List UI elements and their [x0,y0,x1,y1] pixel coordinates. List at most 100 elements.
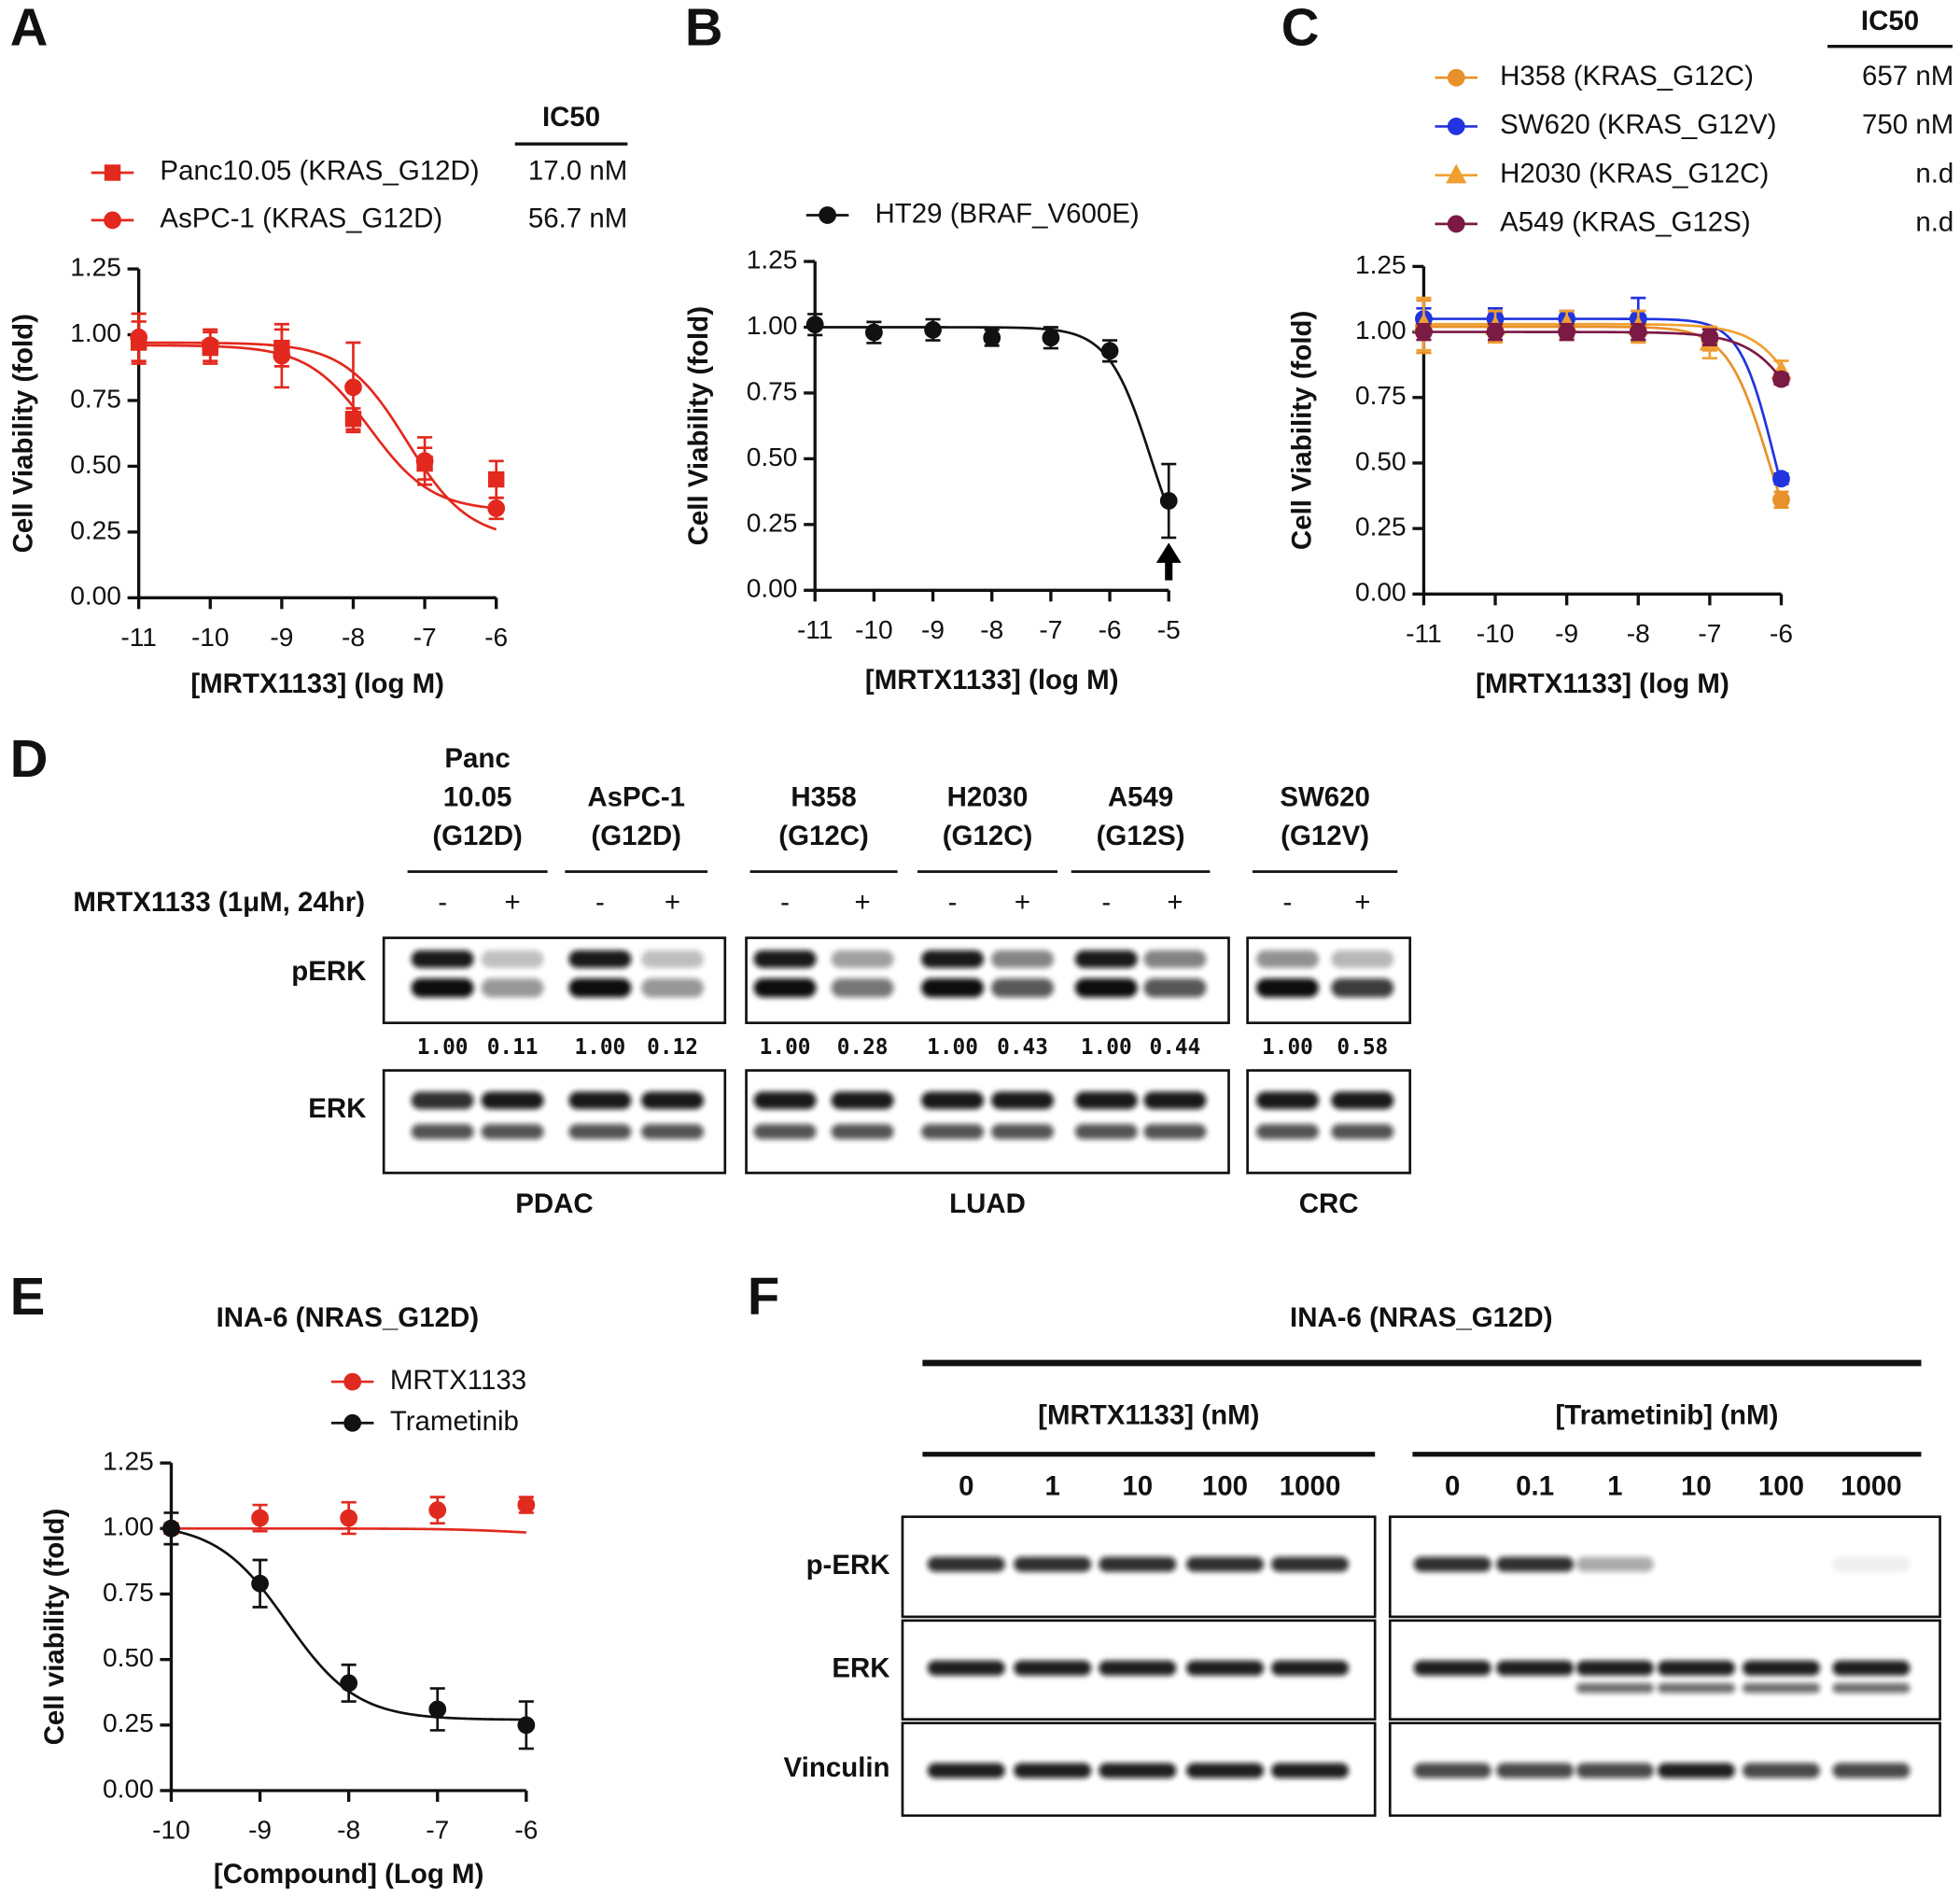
y-tick-label: 0.75 [1355,381,1407,410]
panel-label: B [685,0,723,56]
y-tick-label: 1.00 [70,318,121,347]
blot-band [991,950,1055,968]
y-tick-label: 1.25 [747,245,798,274]
x-tick-label: -11 [1406,619,1442,648]
blot-frame [1388,1721,1941,1818]
blot-band [1657,1682,1735,1693]
blot-frame [382,1069,727,1174]
group-label: Panc [444,743,510,774]
blot-band [641,1124,705,1140]
dose-label: 0 [959,1471,973,1502]
fit-curve [1423,322,1783,369]
blot-band [1575,1556,1654,1572]
blot-band [481,1124,544,1140]
blot-band [568,950,632,968]
group-label: [MRTX1133] (nM) [1038,1399,1259,1430]
blot-band [1496,1763,1575,1778]
quantification: 1.00 [1081,1035,1132,1060]
x-tick-label: -5 [1157,615,1181,644]
y-tick-label: 1.00 [747,311,798,340]
dose-label: 0 [1445,1471,1460,1502]
fit-curve [138,341,497,531]
panel-label: C [1281,0,1320,56]
blot-band [481,950,544,968]
treatment-label: MRTX1133 (1μM, 24hr) [73,887,365,918]
blot-band [831,1091,894,1110]
group-label: (G12C) [778,821,869,851]
treatment-sign: - [1101,887,1111,918]
x-axis-label: [MRTX1133] (log M) [1476,668,1729,699]
data-point [1415,323,1433,341]
data-point [340,1674,358,1693]
blot-band [568,978,632,998]
treatment-sign: + [1167,887,1183,918]
blot-band [1143,950,1207,968]
data-point [344,378,362,397]
blot-band [1331,950,1394,968]
blot-band [1657,1660,1735,1676]
blot-band [991,1124,1055,1140]
data-point [428,1501,447,1520]
blot-frame [901,1619,1377,1721]
blot-band [1255,1091,1319,1110]
blot-band [1255,978,1319,998]
x-tick-label: -8 [342,623,365,652]
blot-band [1271,1763,1350,1778]
data-point [1772,490,1790,509]
legend-label: A549 (KRAS_G12S) [1500,207,1751,238]
y-tick-label: 1.25 [103,1447,154,1476]
legend-label: Trametinib [390,1406,519,1437]
x-tick-label: -10 [855,615,893,644]
y-tick-label: 0.75 [747,376,798,405]
blot-band [1496,1660,1575,1676]
panel-label: D [10,729,49,788]
quantification: 1.00 [760,1035,811,1060]
y-tick-label: 0.50 [103,1643,154,1672]
x-tick-label: -7 [1698,619,1721,648]
group-label: (G12V) [1281,821,1369,851]
legend-label: H358 (KRAS_G12C) [1500,61,1754,91]
legend-marker [104,164,121,181]
group-label: A549 [1108,782,1173,813]
x-tick-label: -8 [1627,619,1650,648]
data-point [487,499,506,517]
treatment-sign: - [948,887,958,918]
blot-band [1074,1124,1138,1140]
data-point [1042,329,1060,347]
blot-band [411,978,474,998]
blot-band [1413,1556,1491,1572]
quantification: 0.12 [647,1035,698,1060]
y-tick-label: 0.25 [747,508,798,537]
data-point [251,1574,269,1593]
data-point [1629,323,1647,341]
legend-marker [104,211,121,230]
x-tick-label: -6 [1099,615,1122,644]
group-label: SW620 [1280,782,1370,813]
blot-band [921,1091,985,1110]
blot-band [1413,1763,1491,1778]
row-label: ERK [832,1653,889,1684]
ic50-value: 750 nM [1862,109,1953,140]
blot-band [568,1124,632,1140]
ic50-value: 17.0 nM [528,156,627,187]
tissue-label: PDAC [515,1188,593,1219]
y-tick-label: 1.00 [103,1512,154,1541]
y-tick-label: 0.75 [70,384,121,413]
legend-label: SW620 (KRAS_G12V) [1500,109,1776,140]
blot-frame [901,1721,1377,1818]
y-tick-label: 1.25 [70,253,121,282]
blot-band [411,950,474,968]
blot-band [1413,1660,1491,1676]
x-tick-label: -11 [797,615,833,644]
y-tick-label: 0.50 [747,443,798,471]
data-point [1772,370,1790,388]
y-axis-label: Cell Viability (fold) [683,306,714,545]
blot-frame [382,936,727,1025]
data-point [1701,328,1719,346]
blot-band [411,1124,474,1140]
blot-band [921,950,985,968]
y-tick-label: 1.25 [1355,250,1407,279]
blot-band [1742,1763,1820,1778]
x-tick-label: -11 [120,623,157,652]
blot-band [1014,1763,1092,1778]
